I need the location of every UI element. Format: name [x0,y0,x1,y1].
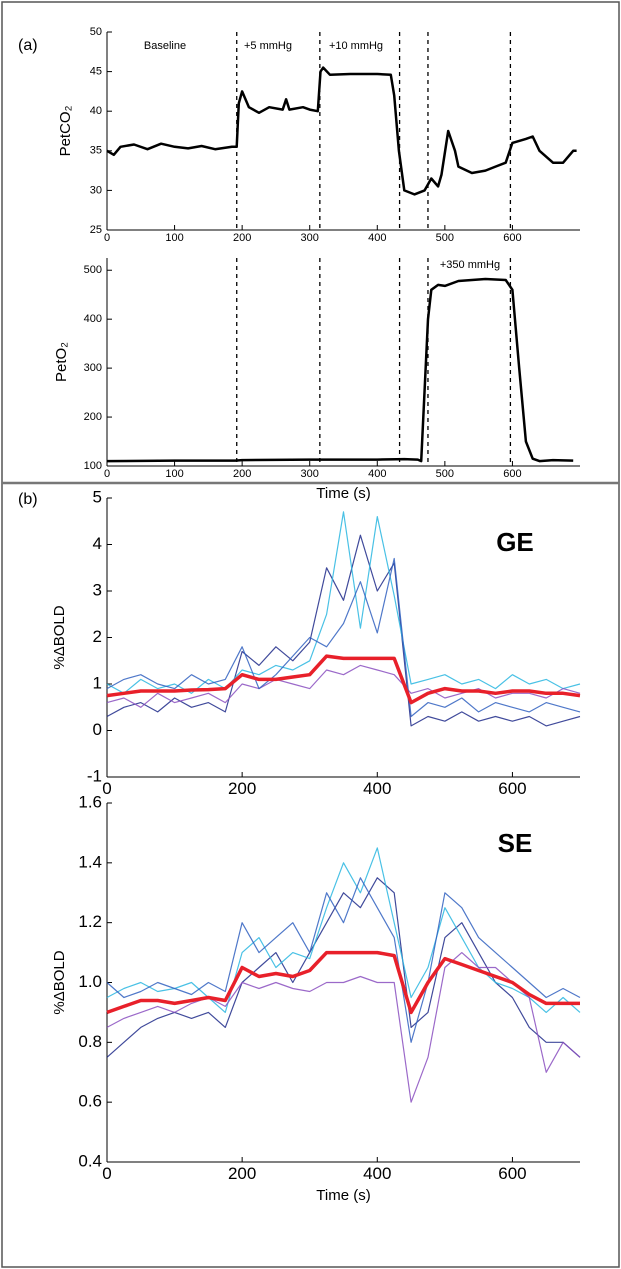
annotation: +350 mmHg [440,259,500,271]
y-axis-label: PetO₂ [53,342,70,382]
y-tick-label: 2 [93,627,102,646]
y-tick-label: 25 [90,224,102,236]
x-tick-label: 0 [102,1164,111,1183]
y-tick-label: 1.6 [78,792,102,811]
x-tick-label: 300 [301,232,319,244]
y-tick-label: 0 [93,720,102,739]
y-tick-label: 400 [84,313,102,325]
y-axis-label: %ΔBOLD [51,605,68,669]
y-tick-label: 1 [93,673,102,692]
y-tick-label: 200 [84,411,102,423]
x-tick-label: 0 [104,468,110,480]
x-tick-label: 600 [503,232,521,244]
annotation: Baseline [144,40,186,52]
x-axis-label: Time (s) [316,1187,370,1204]
x-tick-label: 600 [503,468,521,480]
y-tick-label: 3 [93,580,102,599]
x-tick-label: 200 [233,468,251,480]
x-tick-label: 500 [436,232,454,244]
annotation: +10 mmHg [329,40,383,52]
y-tick-label: 1.2 [78,912,102,931]
data-line [106,534,581,727]
mean-line [106,654,581,705]
x-tick-label: 400 [363,1164,391,1183]
x-tick-label: 400 [368,468,386,480]
y-tick-label: 4 [93,534,102,553]
y-tick-label: 0.4 [78,1151,102,1170]
x-axis-label: Time (s) [316,485,370,502]
y-axis-label: PetCO₂ [57,105,74,156]
y-tick-label: 0.8 [78,1032,102,1051]
y-tick-label: -1 [87,766,102,785]
y-tick-label: 1.4 [78,852,102,871]
x-tick-label: 400 [363,779,391,798]
y-tick-label: 500 [84,264,102,276]
data-line [106,557,581,718]
y-tick-label: 40 [90,105,102,117]
panel-label: (b) [18,491,38,508]
x-tick-label: 600 [498,779,526,798]
y-tick-label: 35 [90,145,102,157]
x-tick-label: 600 [498,1164,526,1183]
x-tick-label: 300 [301,468,319,480]
x-tick-label: 100 [165,232,183,244]
data-line [106,952,581,1103]
x-tick-label: 400 [368,232,386,244]
x-tick-label: 100 [165,468,183,480]
panel-title: GE [496,527,534,557]
x-tick-label: 200 [228,779,256,798]
x-tick-label: 0 [104,232,110,244]
x-tick-label: 200 [228,1164,256,1183]
y-tick-label: 0.6 [78,1092,102,1111]
y-tick-label: 30 [90,184,102,196]
y-tick-label: 100 [84,460,102,472]
x-tick-label: 500 [436,468,454,480]
mean-line [106,950,580,1015]
y-axis-label: %ΔBOLD [51,950,68,1014]
y-tick-label: 5 [93,487,102,506]
y-tick-label: 300 [84,362,102,374]
panel-title: SE [498,828,533,858]
y-tick-label: 1.0 [78,972,102,991]
data-line [106,66,577,196]
data-line [106,277,574,463]
x-tick-label: 0 [102,779,111,798]
y-tick-label: 50 [90,26,102,38]
data-line [106,877,581,1058]
data-line [106,664,581,708]
x-tick-label: 200 [233,232,251,244]
y-tick-label: 45 [90,66,102,78]
data-line [106,877,581,1043]
panel-label: (a) [18,37,38,54]
data-line [106,847,581,1013]
annotation: +5 mmHg [244,40,292,52]
